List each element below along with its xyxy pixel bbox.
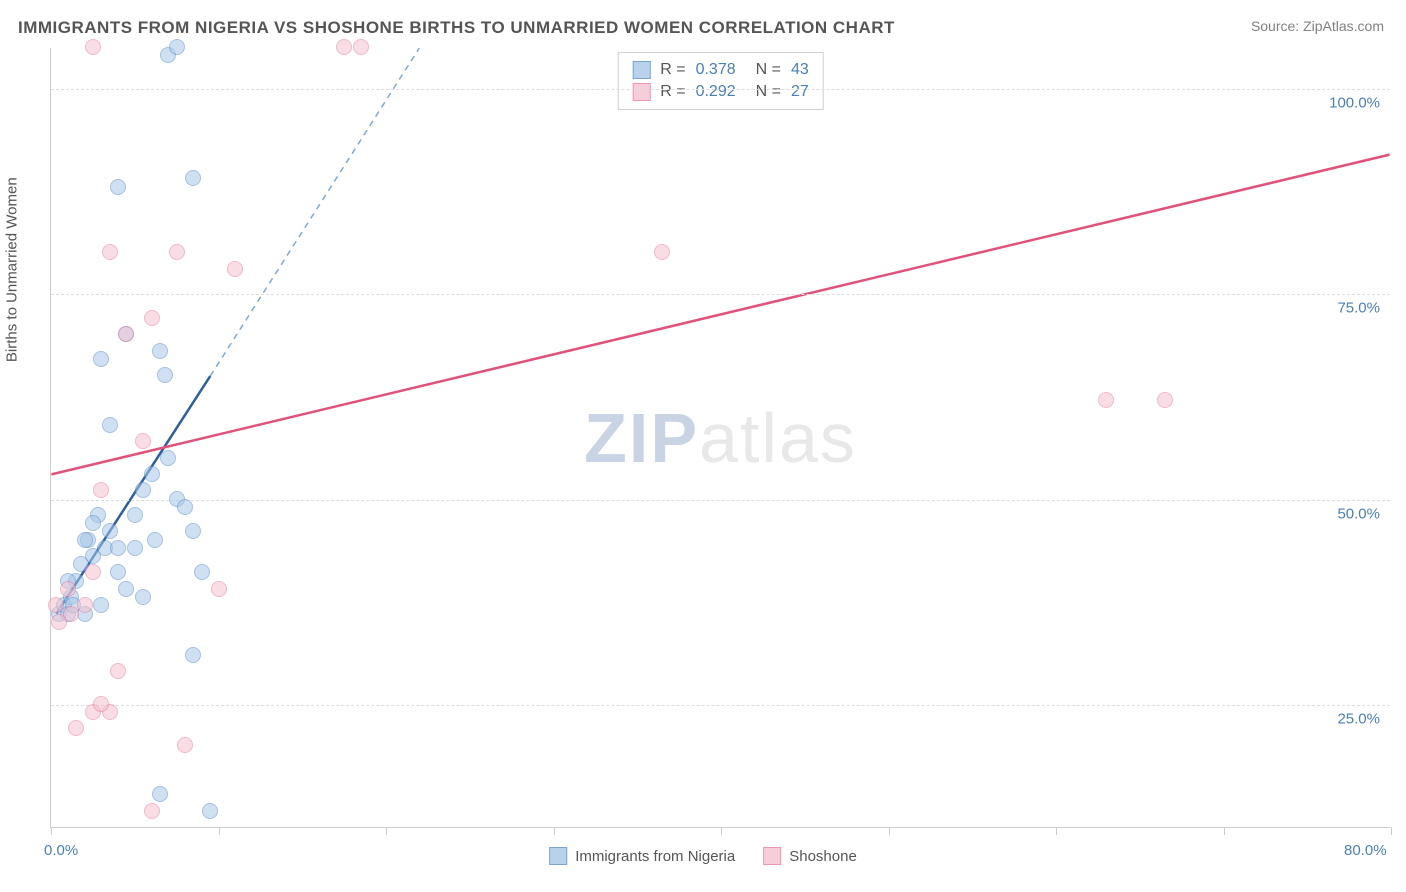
x-tick [1056,827,1057,835]
data-point [110,540,126,556]
y-tick-label: 100.0% [1329,95,1380,112]
data-point [194,564,210,580]
plot-area: ZIPatlas R = 0.378 N = 43 R = 0.292 N = 27 25.0… [50,48,1390,828]
legend-swatch [549,847,567,865]
x-tick-label: 80.0% [1344,842,1387,859]
data-point [93,482,109,498]
x-tick [386,827,387,835]
correlation-legend: R = 0.378 N = 43 R = 0.292 N = 27 [617,52,824,110]
data-point [185,170,201,186]
data-point [144,803,160,819]
legend-r-value: 0.292 [696,83,736,101]
data-point [185,647,201,663]
data-point [157,367,173,383]
data-point [118,326,134,342]
data-point [48,597,64,613]
data-point [177,737,193,753]
data-point [144,310,160,326]
legend-r-prefix: R = [660,61,685,79]
data-point [127,507,143,523]
data-point [68,720,84,736]
legend-swatch [763,847,781,865]
data-point [110,663,126,679]
chart-container: IMMIGRANTS FROM NIGERIA VS SHOSHONE BIRT… [0,0,1406,892]
gridline [51,705,1390,706]
data-point [1157,392,1173,408]
series-legend: Immigrants from Nigeria Shoshone [549,838,857,874]
data-point [177,499,193,515]
data-point [102,244,118,260]
data-point [185,523,201,539]
legend-n-value: 27 [791,83,809,101]
x-tick [721,827,722,835]
legend-swatch [632,83,650,101]
data-point [169,244,185,260]
data-point [63,606,79,622]
data-point [152,786,168,802]
data-point [93,696,109,712]
x-tick [1391,827,1392,835]
data-point [85,564,101,580]
data-point [60,581,76,597]
data-point [336,39,352,55]
data-point [160,450,176,466]
series-legend-item: Immigrants from Nigeria [549,847,735,865]
data-point [152,343,168,359]
data-point [202,803,218,819]
series-legend-label: Immigrants from Nigeria [575,848,735,865]
data-point [93,351,109,367]
watermark-atlas: atlas [699,399,857,477]
legend-n-value: 43 [791,61,809,79]
data-point [169,39,185,55]
data-point [102,417,118,433]
legend-row: R = 0.292 N = 27 [632,81,809,103]
data-point [147,532,163,548]
data-point [144,466,160,482]
watermark-zip: ZIP [584,399,699,477]
legend-swatch [632,61,650,79]
data-point [135,589,151,605]
legend-r-prefix: R = [660,83,685,101]
data-point [118,581,134,597]
y-axis-label: Births to Unmarried Women [4,177,21,362]
data-point [85,515,101,531]
x-tick [554,827,555,835]
x-tick [889,827,890,835]
data-point [110,179,126,195]
data-point [77,532,93,548]
gridline [51,294,1390,295]
data-point [1098,392,1114,408]
y-tick-label: 25.0% [1337,710,1380,727]
data-point [227,261,243,277]
watermark: ZIPatlas [584,398,857,478]
source-label: Source: ZipAtlas.com [1251,18,1384,34]
data-point [135,433,151,449]
data-point [127,540,143,556]
legend-row: R = 0.378 N = 43 [632,59,809,81]
chart-title: IMMIGRANTS FROM NIGERIA VS SHOSHONE BIRT… [18,18,895,38]
data-point [110,564,126,580]
x-tick-label: 0.0% [44,842,78,859]
gridline [51,500,1390,501]
data-point [211,581,227,597]
gridline [51,89,1390,90]
data-point [93,597,109,613]
legend-r-value: 0.378 [696,61,736,79]
data-point [85,39,101,55]
legend-n-prefix: N = [756,61,781,79]
x-tick [219,827,220,835]
data-point [135,482,151,498]
data-point [102,523,118,539]
x-tick [1224,827,1225,835]
series-legend-item: Shoshone [763,847,857,865]
series-legend-label: Shoshone [789,848,857,865]
legend-n-prefix: N = [756,83,781,101]
y-tick-label: 50.0% [1337,505,1380,522]
data-point [353,39,369,55]
y-tick-label: 75.0% [1337,300,1380,317]
x-tick [51,827,52,835]
data-point [654,244,670,260]
trend-lines [51,48,1390,827]
